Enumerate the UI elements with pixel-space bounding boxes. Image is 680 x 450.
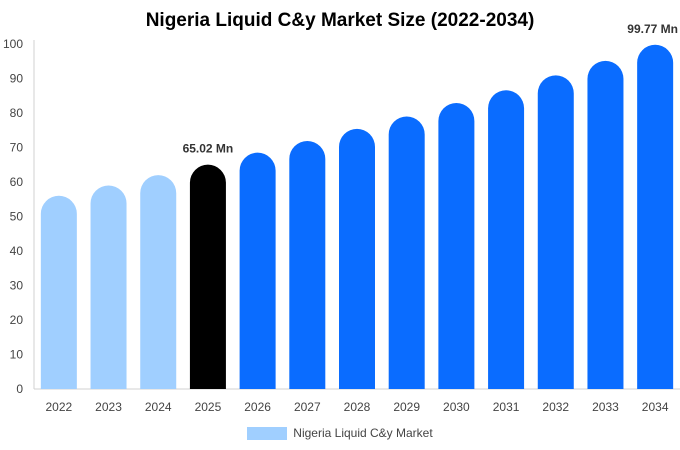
x-tick-label: 2026 (244, 400, 271, 414)
y-tick-label: 30 (10, 279, 24, 293)
x-tick-label: 2030 (443, 400, 470, 414)
y-tick-label: 20 (10, 313, 24, 327)
y-tick-label: 90 (10, 72, 24, 86)
bar-2023 (90, 185, 127, 389)
bar-2026 (239, 152, 276, 389)
x-tick-label: 2027 (294, 400, 321, 414)
x-tick-label: 2032 (542, 400, 569, 414)
bar-2034 (637, 44, 674, 390)
legend: Nigeria Liquid C&y Market (0, 426, 680, 440)
bar-2028 (339, 128, 375, 389)
legend-swatch (247, 426, 288, 440)
bar-2027 (289, 140, 326, 389)
x-tick-label: 2025 (195, 400, 222, 414)
y-tick-label: 50 (10, 210, 24, 224)
bar-2030 (438, 102, 475, 390)
x-tick-label: 2029 (393, 400, 420, 414)
data-label-2025: 65.02 Mn (183, 142, 234, 156)
bar-2033 (587, 60, 624, 390)
x-tick-label: 2028 (344, 400, 371, 414)
y-tick-label: 0 (16, 382, 23, 396)
y-tick-label: 70 (10, 141, 24, 155)
y-tick-label: 60 (10, 175, 24, 189)
bar-2024 (140, 175, 177, 389)
y-tick-label: 100 (3, 37, 23, 51)
x-tick-label: 2031 (493, 400, 520, 414)
x-tick-label: 2022 (45, 400, 72, 414)
y-tick-label: 10 (10, 348, 24, 362)
x-tick-label: 2033 (592, 400, 619, 414)
bar-2032 (537, 75, 574, 390)
x-tick-label: 2023 (95, 400, 122, 414)
bar-2031 (488, 90, 525, 390)
x-tick-label: 2034 (642, 400, 669, 414)
y-tick-label: 80 (10, 106, 24, 120)
bar-2029 (388, 116, 425, 389)
legend-label: Nigeria Liquid C&y Market (293, 426, 433, 440)
bar-2025 (189, 164, 226, 389)
chart-title: Nigeria Liquid C&y Market Size (2022-203… (145, 10, 535, 31)
data-label-2034: 99.77 Mn (627, 22, 678, 36)
y-tick-label: 40 (10, 244, 24, 258)
bar-2022 (40, 195, 77, 389)
x-tick-label: 2024 (145, 400, 172, 414)
